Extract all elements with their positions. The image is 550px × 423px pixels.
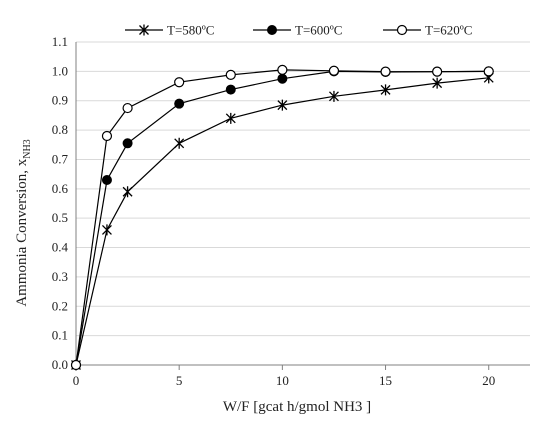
legend-label: T=620ºC bbox=[425, 23, 472, 38]
data-point bbox=[483, 66, 494, 77]
legend-item: T=580ºC bbox=[125, 23, 214, 38]
data-point bbox=[432, 77, 443, 89]
legend-label: T=580ºC bbox=[167, 23, 214, 38]
y-tick-label: 1.0 bbox=[52, 63, 68, 78]
y-tick-label: 0.8 bbox=[52, 122, 68, 137]
x-tick-label: 15 bbox=[379, 373, 392, 388]
y-tick-label: 0.5 bbox=[52, 210, 68, 225]
data-point bbox=[225, 112, 236, 124]
tick-labels: 0.0 0.1 0.2 0.3 0.4 0.5 0.6 0.7 0.8 0.9 1.0 1.1 0 5 10… bbox=[52, 34, 495, 388]
data-point bbox=[380, 84, 391, 96]
data-point bbox=[174, 98, 185, 109]
data-point bbox=[432, 66, 443, 77]
y-tick-label: 0.9 bbox=[52, 93, 68, 108]
y-tick-label: 1.1 bbox=[52, 34, 68, 49]
legend: T=580ºC T=600ºC T=620ºC bbox=[125, 23, 472, 38]
data-point bbox=[139, 24, 149, 36]
y-tick-label: 0.6 bbox=[52, 181, 69, 196]
data-point bbox=[328, 90, 339, 102]
y-tick-label: 0.7 bbox=[52, 151, 69, 166]
data-point bbox=[380, 66, 391, 77]
data-point bbox=[174, 137, 185, 149]
series-line bbox=[75, 69, 489, 366]
data-point bbox=[328, 65, 340, 76]
y-tick-label: 0.3 bbox=[52, 269, 68, 284]
data-point bbox=[277, 99, 288, 111]
series-line bbox=[75, 77, 489, 366]
legend-item: T=620ºC bbox=[383, 23, 472, 38]
data-point bbox=[225, 84, 236, 95]
x-axis-title: W/F [gcat h/gmol NH3 ] bbox=[223, 399, 371, 415]
data-point bbox=[122, 186, 133, 198]
y-tick-label: 0.1 bbox=[52, 328, 68, 343]
series-1 bbox=[71, 72, 494, 371]
data-point bbox=[101, 224, 112, 236]
x-tick-label: 10 bbox=[276, 373, 289, 388]
grid-lines bbox=[76, 41, 530, 337]
y-tick-label: 0.0 bbox=[52, 357, 68, 372]
y-axis-title-main: Ammonia Conversion, x bbox=[14, 158, 30, 306]
y-axis-title-subscript: NH3 bbox=[22, 139, 33, 158]
data-point bbox=[396, 24, 408, 36]
legend-label: T=600ºC bbox=[295, 23, 342, 38]
y-axis-title: Ammonia Conversion, xNH3 bbox=[14, 139, 33, 306]
data-point bbox=[277, 73, 288, 84]
data-point bbox=[122, 102, 133, 114]
data-point bbox=[225, 69, 236, 80]
legend-item: T=600ºC bbox=[253, 23, 342, 38]
x-tick-label: 20 bbox=[482, 373, 495, 388]
data-point bbox=[267, 25, 277, 35]
data-point bbox=[277, 64, 288, 75]
x-tick-label: 0 bbox=[73, 373, 80, 388]
data-point bbox=[70, 359, 82, 371]
axes bbox=[75, 42, 530, 370]
data-point bbox=[101, 130, 113, 142]
y-tick-label: 0.4 bbox=[52, 240, 69, 255]
data-point bbox=[122, 138, 133, 149]
data-point bbox=[101, 175, 112, 186]
y-tick-label: 0.2 bbox=[52, 298, 68, 313]
data-point bbox=[174, 77, 185, 88]
series-3 bbox=[70, 64, 494, 371]
data-series bbox=[70, 64, 494, 371]
x-tick-label: 5 bbox=[176, 373, 183, 388]
